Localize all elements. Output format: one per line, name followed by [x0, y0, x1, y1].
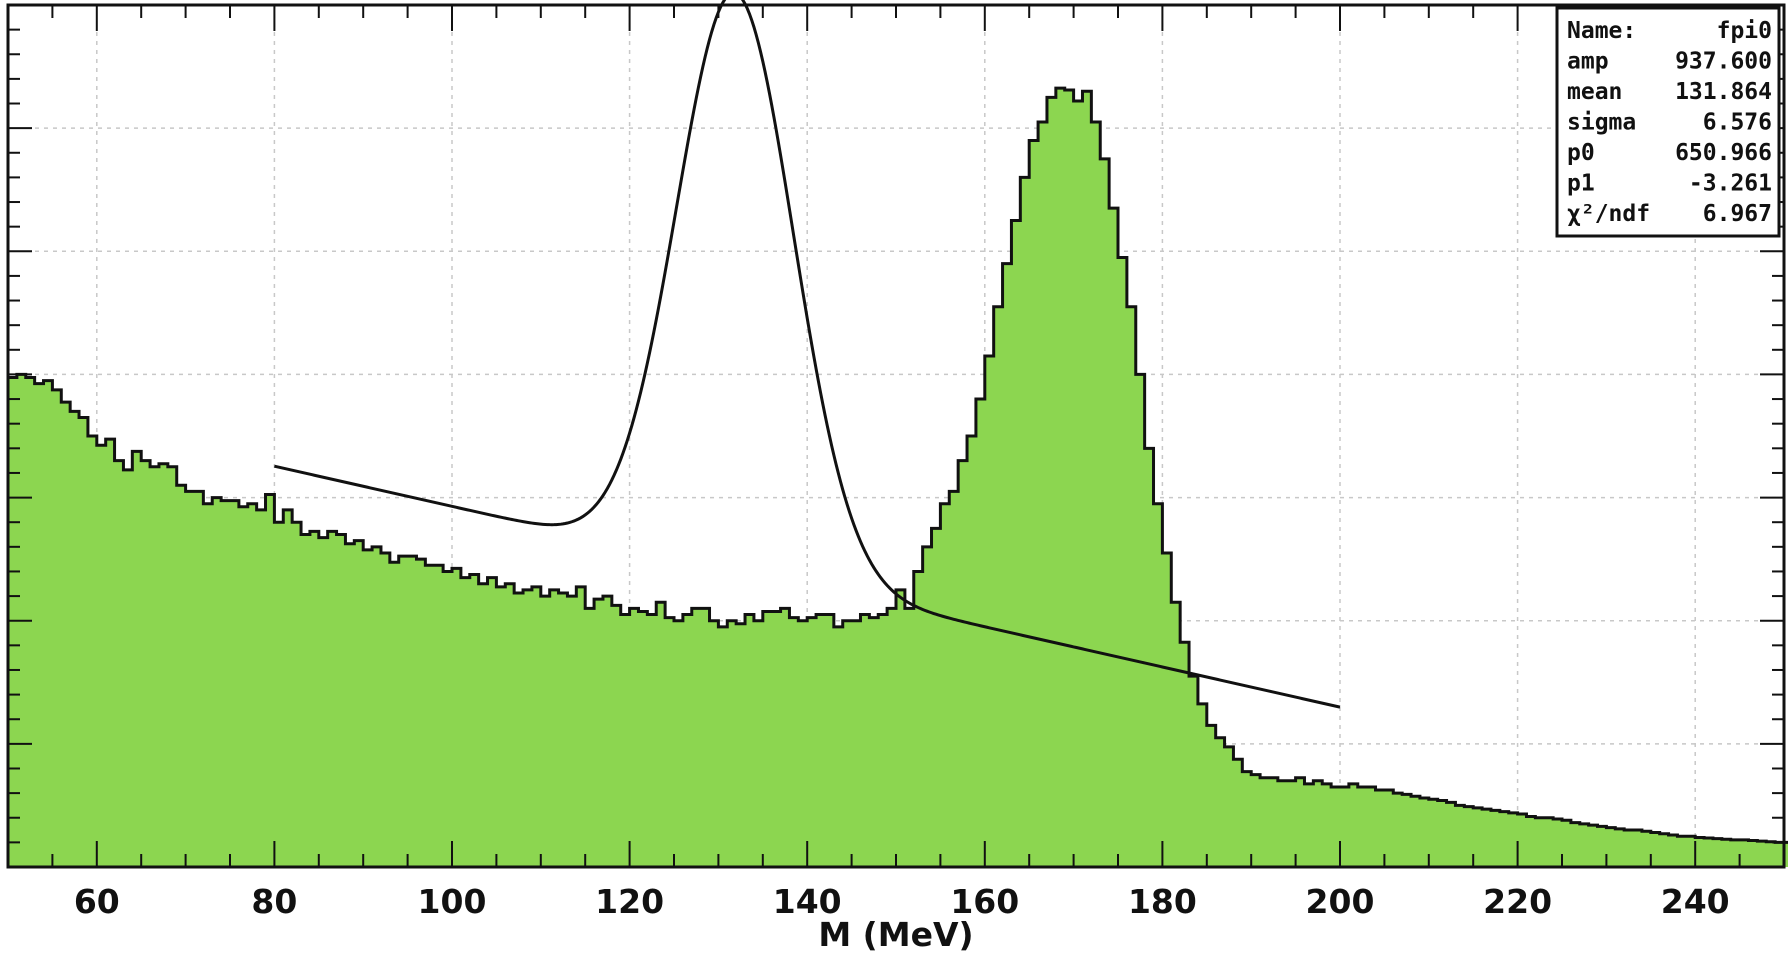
histogram-outline: [8, 86, 1788, 844]
stats-value: fpi0: [1717, 18, 1772, 44]
stats-label: mean: [1567, 79, 1622, 105]
stats-value: 131.864: [1675, 79, 1772, 105]
stats-value: 650.966: [1675, 140, 1772, 166]
stats-box: Name: fpi0 amp 937.600 mean 131.864 sigma 6.576…: [1555, 6, 1781, 238]
stats-label: amp: [1567, 49, 1609, 75]
x-tick-label: 60: [74, 882, 120, 921]
stats-label: p1: [1567, 171, 1595, 197]
x-tick-label: 160: [950, 882, 1019, 921]
stats-label: sigma: [1567, 110, 1636, 136]
x-tick-labels: 60 80 100 120 140 160 180 200 220 240: [74, 882, 1730, 921]
stats-value: 6.967: [1703, 201, 1772, 227]
x-tick-label: 100: [418, 882, 487, 921]
stats-label: p0: [1567, 140, 1595, 166]
x-tick-label: 140: [773, 882, 842, 921]
x-axis-title: M (MeV): [818, 915, 973, 954]
x-tick-label: 240: [1661, 882, 1730, 921]
stats-value: -3.261: [1689, 171, 1772, 197]
stats-label: χ²/ndf: [1567, 201, 1650, 227]
histogram-fill: [8, 88, 1788, 867]
x-tick-label: 200: [1306, 882, 1375, 921]
stats-box-frame: [1555, 6, 1781, 238]
grid-lines: [8, 5, 1784, 867]
stats-value: 6.576: [1703, 110, 1772, 136]
x-tick-label: 220: [1483, 882, 1552, 921]
x-tick-label: 180: [1128, 882, 1197, 921]
x-tick-label: 80: [251, 882, 297, 921]
x-tick-label: 120: [595, 882, 664, 921]
stats-value: 937.600: [1675, 49, 1772, 75]
fit-curve: [274, 0, 1341, 709]
stats-label: Name:: [1567, 18, 1636, 44]
